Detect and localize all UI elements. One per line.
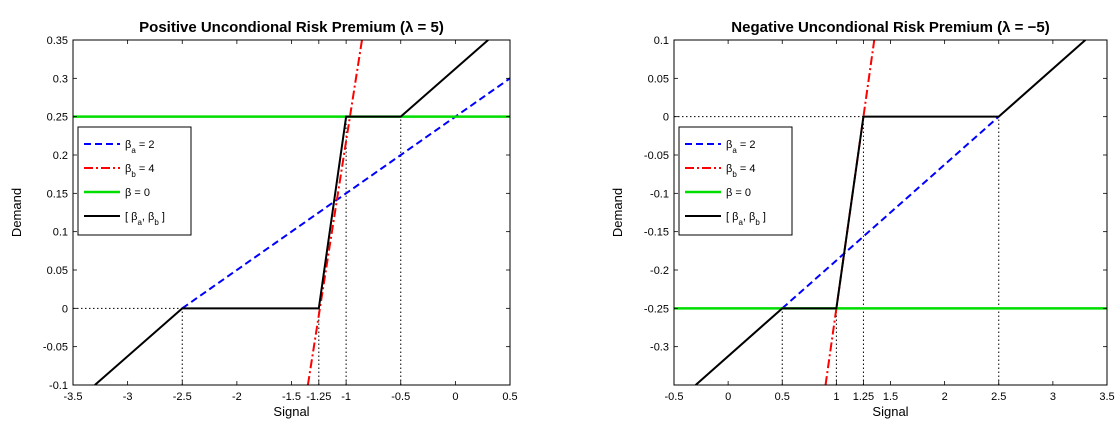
y-tick-label: 0 (663, 112, 669, 124)
x-tick-label: -1.5 (282, 391, 301, 403)
legend-label-1: βa = 2 (125, 139, 154, 155)
plot-content (674, 40, 1107, 385)
plot-content (73, 40, 510, 385)
y-tick-label: 0.05 (47, 265, 68, 277)
y-tick-label: 0.3 (53, 73, 68, 85)
x-tick-label: 2 (942, 391, 948, 403)
x-tick-label: 1.25 (853, 391, 874, 403)
x-tick-label: 2.5 (991, 391, 1006, 403)
y-axis-label: Demand (610, 188, 625, 237)
chart-panel-1: Positive Uncondional Risk Premium (λ = 5… (9, 19, 518, 419)
chart-panel-2: Negative Uncondional Risk Premium (λ = −… (610, 19, 1115, 419)
chart-title: Negative Uncondional Risk Premium (λ = −… (731, 19, 1049, 36)
legend-label-3: β = 0 (125, 187, 150, 199)
x-tick-label: 3.5 (1099, 391, 1114, 403)
legend-label-4: [ βa, βb ] (726, 211, 766, 227)
x-axis-label: Signal (273, 404, 309, 419)
chart-title: Positive Uncondional Risk Premium (λ = 5… (139, 19, 444, 36)
y-tick-label: -0.3 (650, 342, 669, 354)
x-tick-label: 3 (1050, 391, 1056, 403)
y-tick-label: -0.05 (43, 342, 68, 354)
x-tick-label: -1 (341, 391, 351, 403)
x-tick-label: 1.5 (883, 391, 898, 403)
y-tick-label: 0.25 (47, 112, 68, 124)
legend-label-2: βb = 4 (726, 163, 755, 179)
y-tick-label: 0.1 (654, 35, 669, 47)
x-tick-label: -0.5 (665, 391, 684, 403)
y-tick-label: -0.1 (49, 380, 68, 392)
x-tick-label: 0 (452, 391, 458, 403)
y-tick-label: 0.1 (53, 227, 68, 239)
series-line-2 (306, 40, 363, 385)
x-tick-label: 0.5 (775, 391, 790, 403)
series-line-4 (694, 40, 1087, 385)
x-tick-label: -3 (123, 391, 133, 403)
legend-label-2: βb = 4 (125, 163, 154, 179)
y-tick-label: -0.05 (644, 150, 669, 162)
x-tick-label: 0 (725, 391, 731, 403)
series-line-1 (781, 115, 1000, 310)
legend-label-3: β = 0 (726, 187, 751, 199)
x-tick-label: -3.5 (64, 391, 83, 403)
legend: βa = 2 βb = 4 β = 0 [ βa, βb ] (678, 126, 793, 236)
x-tick-label: -0.5 (391, 391, 410, 403)
y-tick-label: -0.1 (650, 188, 669, 200)
x-tick-label: -1.25 (306, 391, 331, 403)
y-axis-label: Demand (9, 188, 24, 237)
y-tick-label: 0.2 (53, 150, 68, 162)
x-tick-label: -2 (232, 391, 242, 403)
x-axis-label: Signal (872, 404, 908, 419)
y-tick-label: 0 (62, 303, 68, 315)
x-tick-label: 0.5 (502, 391, 517, 403)
y-tick-label: 0.15 (47, 188, 68, 200)
series-line-4 (94, 40, 489, 385)
legend-label-1: βa = 2 (726, 139, 755, 155)
y-tick-label: -0.15 (644, 227, 669, 239)
x-tick-label: -2.5 (173, 391, 192, 403)
legend-label-4: [ βa, βb ] (125, 211, 165, 227)
legend: βa = 2 βb = 4 β = 0 [ βa, βb ] (77, 126, 192, 236)
x-tick-label: 1 (833, 391, 839, 403)
y-tick-label: -0.25 (644, 303, 669, 315)
y-tick-label: -0.2 (650, 265, 669, 277)
y-tick-label: 0.35 (47, 35, 68, 47)
y-tick-label: 0.05 (648, 73, 669, 85)
